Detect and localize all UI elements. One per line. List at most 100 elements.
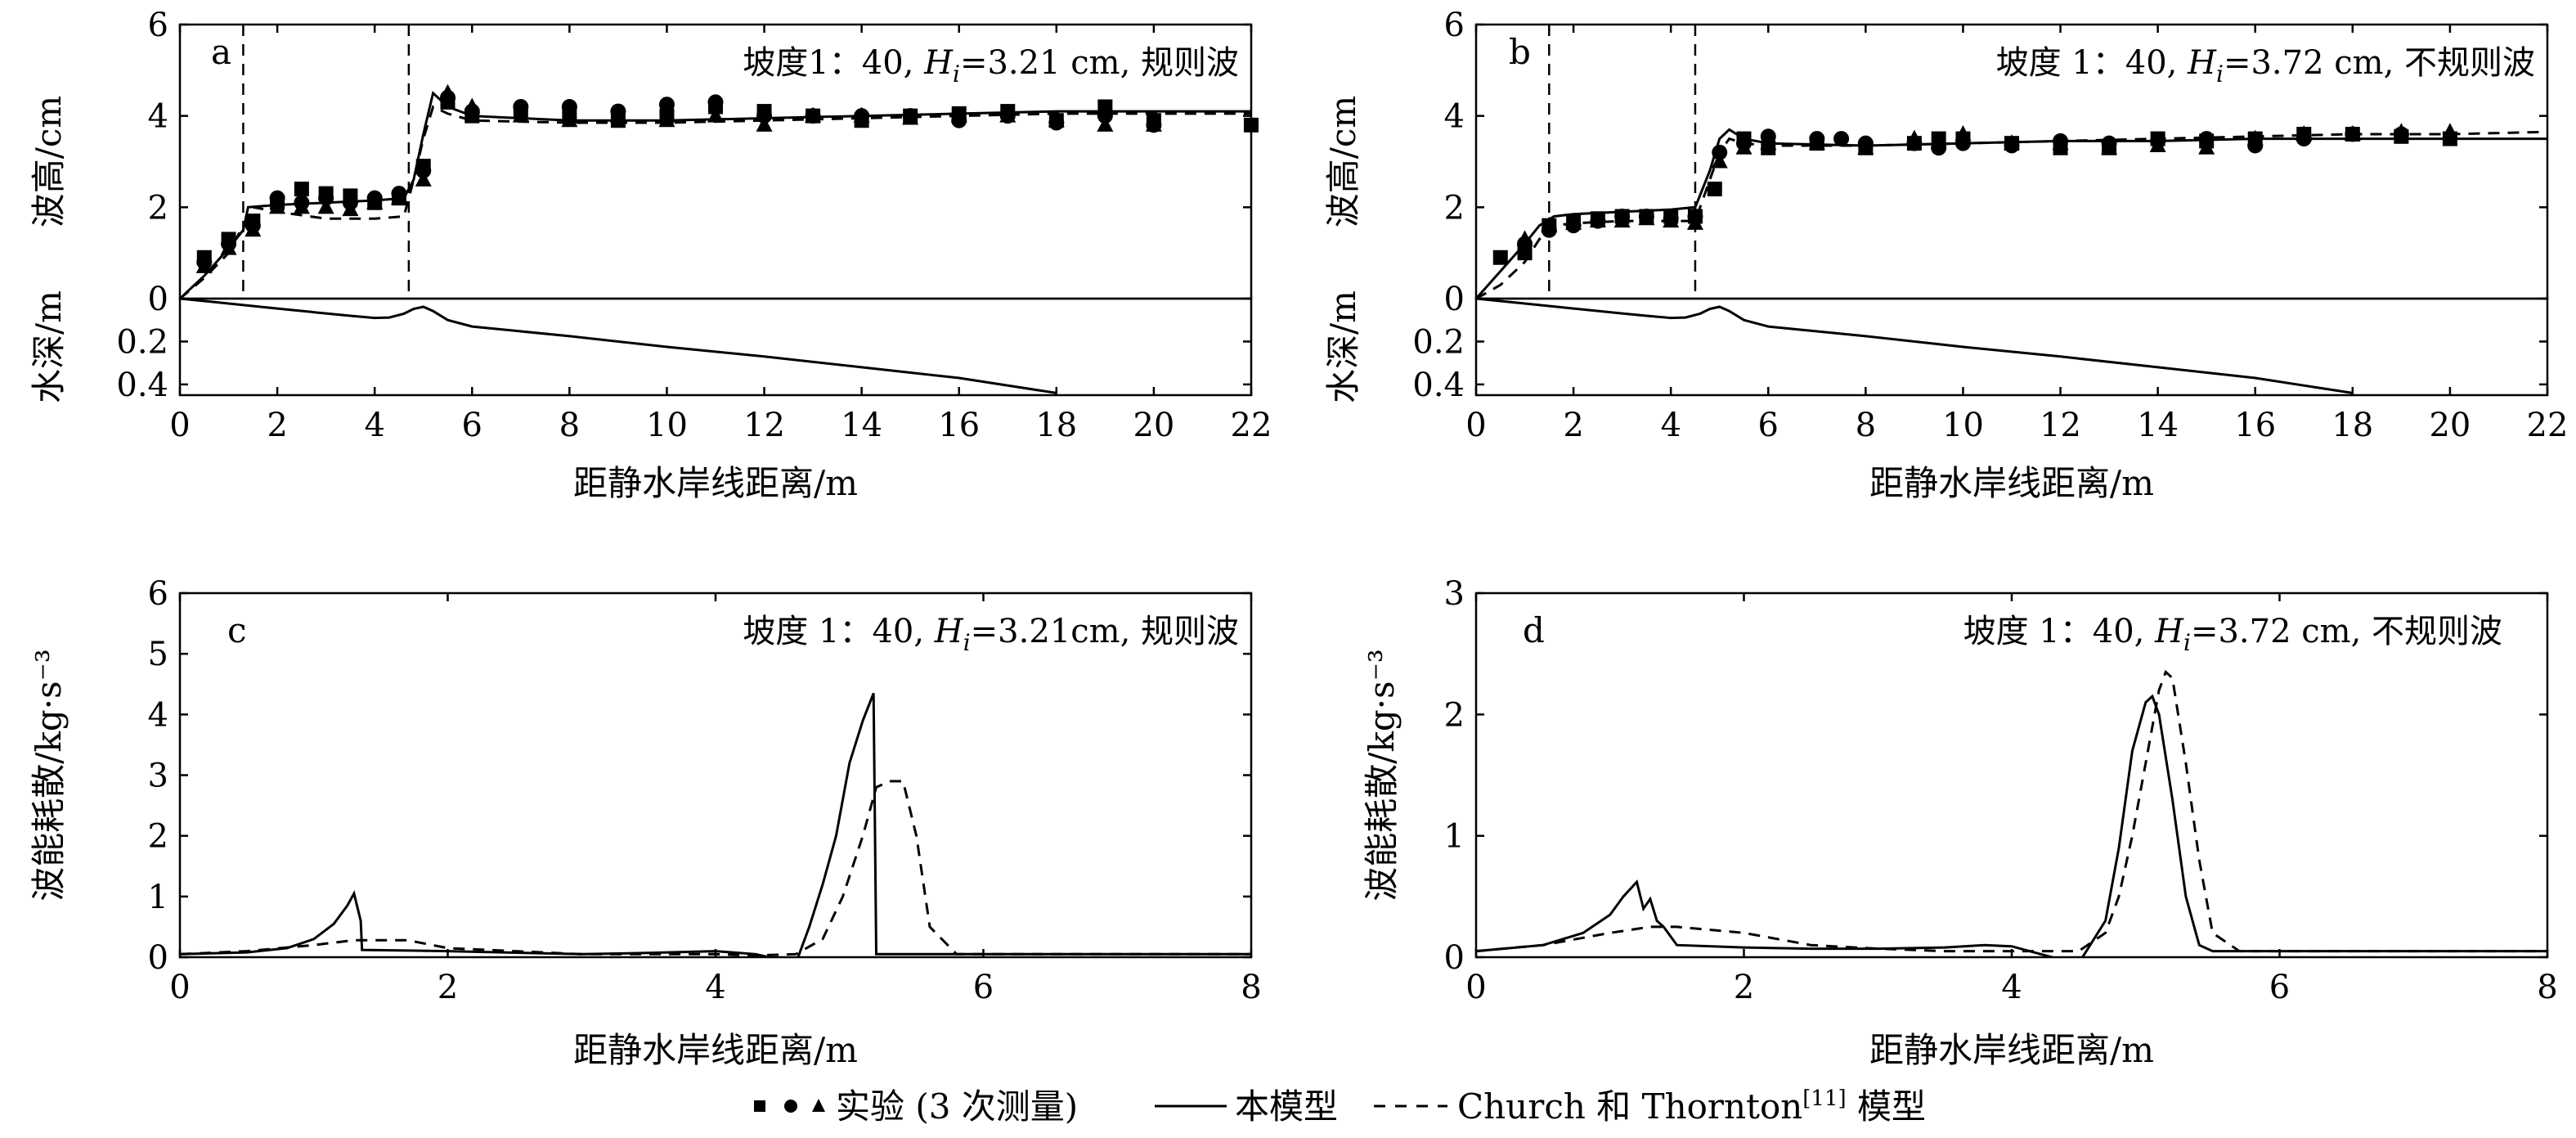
legend-model-label: 本模型 [1235,1086,1338,1127]
x-tick-label: 2 [438,969,458,1006]
data-point-circle [415,163,432,179]
data-point-circle [756,108,773,124]
chart-title: 坡度1：40, Hi=3.21 cm, 规则波 [743,44,1239,88]
y-axis-label: 波高/cm [29,96,69,228]
data-point-triangle [561,111,578,128]
data-point-circle [1833,131,1850,147]
x-tick-label: 10 [646,407,688,444]
legend-church-label: Church 和 Thornton[11] 模型 [1457,1086,1926,1127]
chart-title: 坡度 1：40, Hi=3.72 cm, 不规则波 [1996,44,2535,88]
chart-title-var: H [2154,613,2184,650]
model-line [180,90,1251,299]
chart-title-text: 坡度 1：40, [743,613,935,650]
data-point-triangle [1663,212,1680,228]
y-tick-label: 2 [1444,189,1465,227]
y-tick-label: 3 [1444,575,1465,613]
x-tick-label: 18 [1035,407,1077,444]
panel-letter: a [211,32,231,72]
x-tick-label: 20 [1133,407,1174,444]
x-tick-label: 4 [2001,969,2022,1006]
x-axis-label: 距静水岸线距离/m [1869,1030,2154,1070]
x-tick-label: 6 [1758,407,1779,444]
data-point-square [1244,117,1259,133]
x-tick-label: 2 [267,407,287,444]
legend-church-name: Church 和 Thornton [1457,1086,1802,1127]
data-point-triangle [2198,138,2215,155]
data-point-triangle [366,193,384,209]
depth-axis-label: 水深/m [29,290,69,403]
chart-title-text: =3.21cm, 规则波 [971,613,1239,650]
x-axis-label: 距静水岸线距离/m [1869,463,2154,503]
data-point-triangle [756,115,773,132]
x-tick-label: 16 [2234,407,2276,444]
data-point-triangle [390,189,407,205]
data-point-triangle [1905,129,1923,146]
x-tick-label: 22 [1231,407,1272,444]
x-tick-label: 8 [1241,969,1261,1006]
x-tick-label: 8 [2537,969,2557,1006]
y-tick-label: 1 [1444,818,1465,856]
chart-title-sub: i [953,61,960,88]
legend-triangle-marker [812,1099,825,1112]
panel-c: 0 1 2 3 4 5 6 0 2 4 6 8 距静水岸线距离/m 波能耗散/kg·s⁻³ c 坡度 1：40… [29,575,1262,1070]
x-tick-label: 2 [1734,969,1754,1006]
depth-tick-label: 0.4 [1412,367,1465,404]
data-point-triangle [805,106,822,123]
data-point-triangle [512,106,529,123]
legend-church-suffix: 模型 [1847,1086,1926,1127]
x-tick-label: 6 [2269,969,2290,1006]
x-tick-label: 10 [1942,407,1984,444]
data-point-triangle [1686,214,1703,230]
y-tick-label: 5 [148,636,168,673]
data-point-circle [318,190,334,206]
data-point-triangle [1735,138,1752,155]
x-tick-label: 12 [2040,407,2081,444]
chart-title: 坡度 1：40, Hi=3.72 cm, 不规则波 [1963,613,2502,656]
data-point-triangle [1541,216,1558,232]
panel-b: 0 2 4 6 0.2 0.4 水深/m 0 2 4 6 8 10 12 14 16 18 20 22 距静水岸线距离… [1323,7,2568,503]
chart-title-var: H [2187,44,2217,82]
x-tick-label: 16 [938,407,980,444]
data-point-triangle [902,109,919,125]
y-axis-label: 波能耗散/kg·s⁻³ [1362,649,1402,901]
chart-title: 坡度 1：40, Hi=3.21cm, 规则波 [743,613,1239,656]
panel-letter: c [227,610,247,650]
depth-axis-label: 水深/m [1323,290,1363,403]
x-tick-label: 6 [462,407,482,444]
legend-circle-marker [784,1100,797,1113]
x-axis-label: 距静水岸线距离/m [573,1030,858,1070]
data-point-circle [658,97,675,113]
x-tick-label: 18 [2331,407,2373,444]
y-tick-label: 1 [148,879,168,916]
data-point-triangle [1638,209,1655,226]
y-axis-label: 波高/cm [1323,96,1363,228]
data-point-triangle [415,170,432,187]
data-point-triangle [439,83,456,100]
data-point-square [1492,250,1508,265]
data-point-triangle [245,221,262,237]
data-point-triangle [464,97,481,114]
chart-title-text: =3.21 cm, 规则波 [960,44,1239,82]
depth-tick-label: 0.2 [116,323,168,361]
data-point-triangle [220,239,237,255]
church-thornton-line [1476,130,2547,299]
chart-title-text: 坡度 1：40, [1963,613,2156,650]
church-thornton-line [180,780,1251,957]
data-point-triangle [2149,136,2166,152]
y-tick-label: 0 [1444,281,1465,318]
data-point-triangle [2101,138,2118,155]
x-tick-label: 8 [559,407,580,444]
legend-square-marker [754,1100,765,1112]
data-point-triangle [1808,134,1825,151]
x-tick-label: 0 [169,407,190,444]
data-point-triangle [1145,115,1162,132]
data-point-circle [561,99,577,115]
x-tick-label: 4 [364,407,384,444]
data-point-triangle [2052,134,2069,151]
chart-title-sub: i [2183,629,2191,656]
depth-tick-label: 0.4 [116,367,168,404]
data-point-triangle [1711,152,1728,169]
data-point-triangle [950,106,967,123]
y-tick-label: 2 [148,189,168,227]
